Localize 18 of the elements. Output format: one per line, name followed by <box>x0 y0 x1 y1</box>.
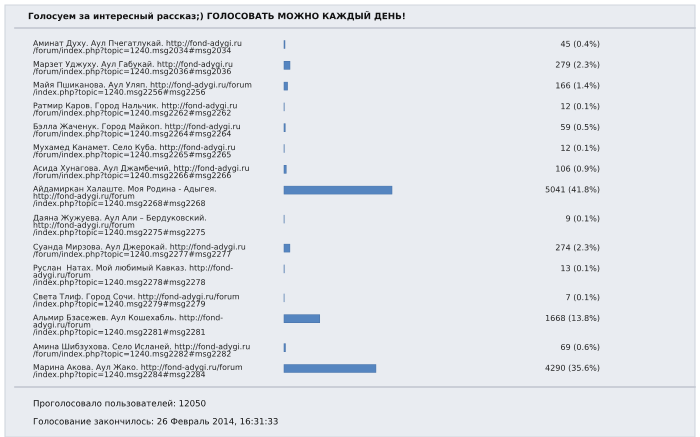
chart-title: Голосуем за интересный рассказ;) ГОЛОСОВАТЬ МОЖНО КАЖДЫЙ ДЕНЬ! <box>28 11 405 21</box>
text: Голосование закончилось: 26 Февраль 2014, 16:31:33 <box>34 418 278 426</box>
data-label: 7 (0.1%) <box>566 294 600 302</box>
data-label: 279 (2.3%) <box>556 61 600 69</box>
data-label: 9 (0.1%) <box>566 215 600 222</box>
data-label: 166 (1.4%) <box>556 82 600 90</box>
data-label: 4290 (35.6%) <box>545 364 600 372</box>
data-label: 59 (0.5%) <box>561 124 600 131</box>
text: Проголосовало пользователей: 12050 <box>34 400 206 408</box>
data-label: 1668 (13.8%) <box>546 314 600 322</box>
data-label: 13 (0.1%) <box>561 265 600 272</box>
data-label: 12 (0.1%) <box>561 144 600 152</box>
data-label: 274 (2.3%) <box>556 244 600 252</box>
data-label: 69 (0.6%) <box>561 344 600 351</box>
data-label: 5041 (41.8%) <box>546 186 600 194</box>
data-label: 106 (0.9%) <box>556 165 600 173</box>
data-label: 12 (0.1%) <box>561 103 600 110</box>
data-label: 45 (0.4%) <box>560 40 600 48</box>
